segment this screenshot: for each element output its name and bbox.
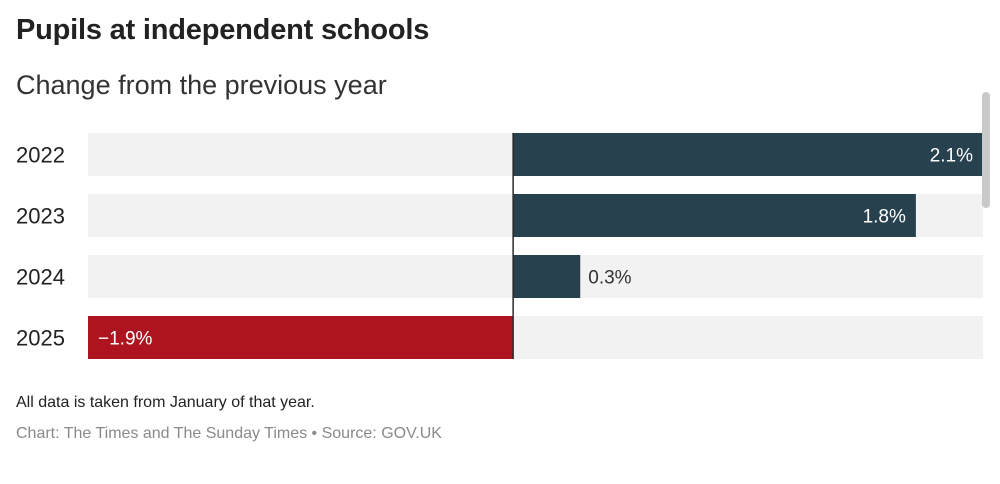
bar [513, 194, 916, 237]
chart-subtitle: Change from the previous year [16, 70, 387, 100]
chart-title: Pupils at independent schools [16, 14, 430, 46]
bar [513, 255, 581, 298]
category-label: 2025 [16, 326, 65, 351]
bar [88, 316, 514, 359]
category-label: 2022 [16, 143, 65, 168]
data-label: 0.3% [588, 268, 631, 289]
source-credit: Chart: The Times and The Sunday Times • … [16, 425, 442, 442]
footnote: All data is taken from January of that y… [16, 394, 315, 411]
bar [513, 133, 983, 176]
data-label: −1.9% [98, 329, 153, 350]
data-label: 1.8% [863, 207, 906, 228]
scrollbar[interactable] [982, 92, 990, 208]
category-label: 2023 [16, 204, 65, 229]
data-label: 2.1% [930, 146, 973, 167]
category-label: 2024 [16, 265, 65, 290]
